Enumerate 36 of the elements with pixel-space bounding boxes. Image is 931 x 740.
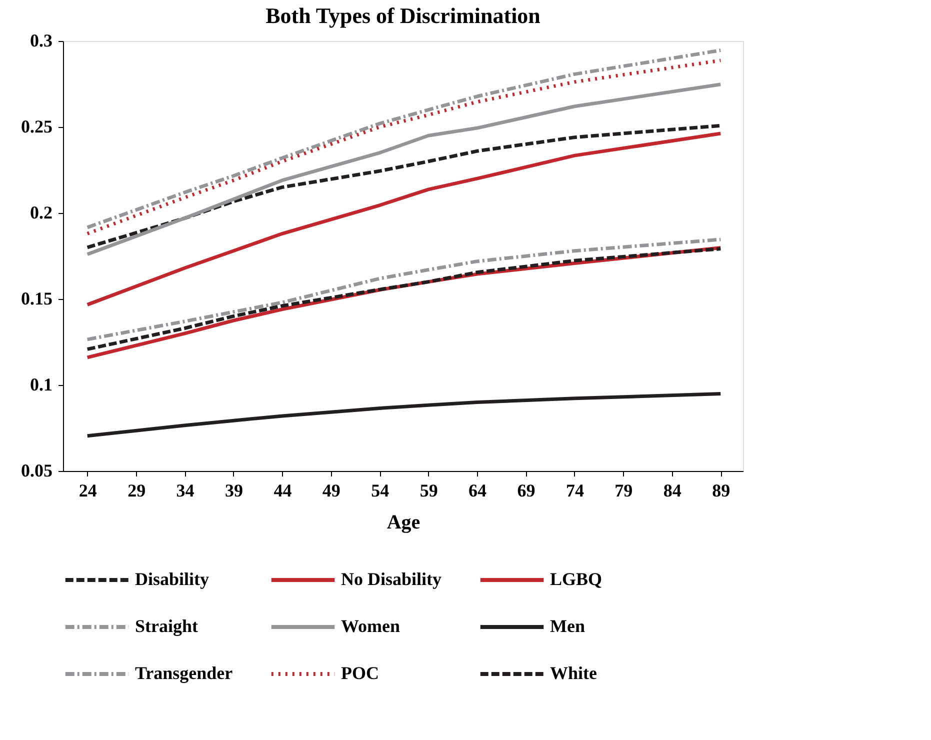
line-series — [86, 238, 722, 342]
y-tick-label: 0.2 — [30, 202, 52, 222]
chart-title: Both Types of Discrimination — [266, 3, 540, 28]
line-series — [86, 132, 722, 306]
x-tick-label: 34 — [176, 480, 194, 500]
x-tick-label: 24 — [78, 480, 97, 500]
legend-label: LGBQ — [550, 569, 602, 589]
x-tick-label: 59 — [420, 480, 438, 500]
legend-label: Women — [341, 616, 400, 636]
y-tick-label: 0.25 — [21, 116, 52, 136]
legend-label: Men — [550, 616, 585, 636]
x-tick-label: 74 — [566, 480, 584, 500]
line-series — [86, 392, 722, 438]
x-axis-title: Age — [386, 512, 420, 534]
line-series — [86, 82, 722, 256]
x-tick-label: 44 — [274, 480, 292, 500]
line-series — [86, 124, 722, 250]
legend-label: No Disability — [341, 569, 442, 589]
y-tick-label: 0.05 — [21, 460, 52, 480]
legend-label: Disability — [135, 569, 210, 589]
x-tick-label: 89 — [712, 480, 730, 500]
y-tick-label: 0.1 — [30, 374, 52, 394]
legend-label: POC — [341, 663, 379, 683]
x-tick-label: 54 — [371, 480, 390, 500]
x-tick-label: 79 — [614, 480, 633, 500]
x-tick-label: 69 — [517, 480, 536, 500]
y-tick-label: 0.15 — [21, 288, 52, 308]
x-tick-label: 84 — [663, 480, 682, 500]
x-tick-label: 64 — [468, 480, 487, 500]
x-tick-label: 29 — [128, 480, 146, 500]
x-tick-label: 39 — [224, 480, 243, 500]
legend-label: Transgender — [135, 663, 233, 683]
legend-label: Straight — [135, 616, 198, 636]
x-tick-label: 49 — [322, 480, 340, 500]
y-tick-label: 0.3 — [30, 30, 52, 50]
legend-label: White — [550, 663, 598, 683]
